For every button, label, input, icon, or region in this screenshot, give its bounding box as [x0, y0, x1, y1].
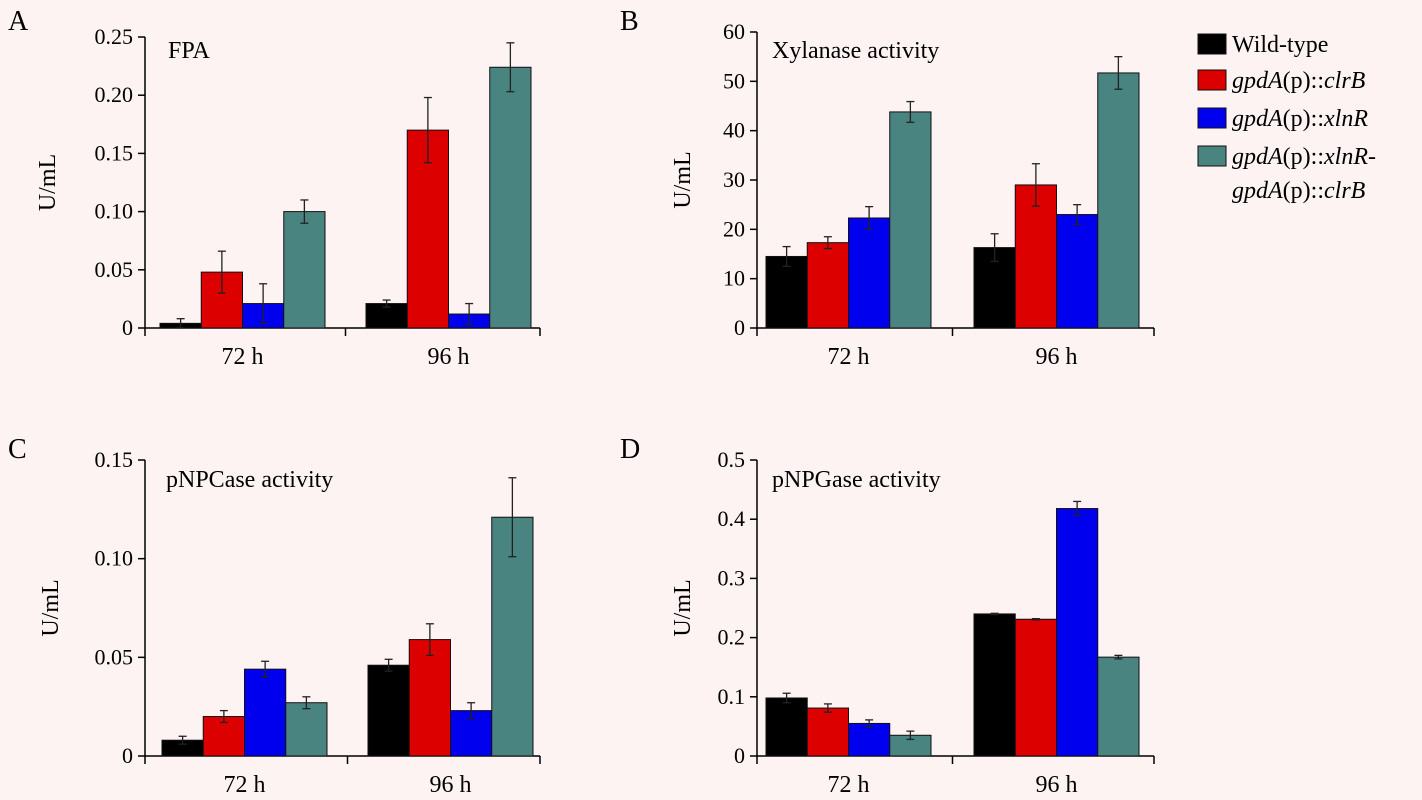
legend-label-part: xlnR — [1323, 144, 1368, 170]
bar-clrB-96h — [408, 639, 451, 757]
y-tick-label: 0.15 — [95, 140, 134, 165]
bar-xlnR-72h — [848, 722, 891, 757]
y-tick-label: 0.5 — [718, 447, 746, 472]
legend-label-part: gpdA — [1232, 144, 1283, 170]
legend-swatch-clrB — [1197, 69, 1227, 91]
bar-wt-96h — [973, 613, 1016, 757]
y-tick-label: 0.15 — [95, 447, 134, 472]
bar-xlnR-96h — [1056, 214, 1099, 329]
y-tick-label: 0.10 — [95, 199, 134, 224]
x-category-label: 96 h — [428, 344, 470, 370]
x-category-label: 96 h — [1036, 344, 1078, 370]
panel-b: B Xylanase activity U/mL 0 10 20 30 40 50 60 72 h 9… — [620, 6, 1155, 370]
bar-wt-96h — [367, 664, 410, 757]
bar-both-96h — [1097, 656, 1140, 757]
y-tick-label: 0.3 — [718, 565, 746, 590]
bar-both-72h — [285, 702, 328, 757]
legend-label-wt: Wild-type — [1232, 32, 1328, 58]
y-tick-label: 10 — [723, 266, 745, 291]
panel-a: A FPA U/mL 0 0.05 0.10 0.15 0.20 0.25 72 h 96 h — [8, 6, 541, 370]
legend-label-part: (p):: — [1283, 178, 1324, 204]
bar-xlnR-96h — [1056, 508, 1099, 757]
x-category-label: 96 h — [1036, 772, 1078, 798]
y-axis-label: U/mL — [670, 579, 696, 636]
legend-label-part: (p):: — [1283, 68, 1324, 94]
legend: Wild-typegpdA(p)::clrBgpdA(p)::xlnRgpdA(… — [1197, 32, 1376, 204]
legend-label-xlnR: gpdA(p)::xlnR — [1232, 106, 1368, 132]
x-category-label: 72 h — [222, 344, 264, 370]
panel-label: C — [8, 434, 27, 465]
legend-label-both-line2: gpdA(p)::clrB — [1232, 178, 1366, 204]
bar-xlnR-72h — [244, 668, 287, 757]
bar-both-72h — [889, 111, 932, 329]
bar-clrB-96h — [1014, 184, 1057, 329]
chart-title: pNPGase activity — [772, 467, 941, 493]
bar-both-96h — [489, 66, 532, 329]
bar-wt-72h — [765, 255, 808, 329]
bar-both-72h — [283, 211, 326, 329]
y-axis-label: U/mL — [670, 151, 696, 208]
legend-label-part: - — [1368, 144, 1376, 170]
panel-label: A — [8, 6, 29, 37]
x-category-label: 72 h — [828, 772, 870, 798]
legend-swatch-wt — [1197, 33, 1227, 55]
legend-swatch-xlnR — [1197, 107, 1227, 129]
y-tick-label: 60 — [723, 19, 745, 44]
panel-label: D — [620, 434, 640, 465]
chart-title: pNPCase activity — [166, 467, 333, 493]
y-axis-label: U/mL — [35, 154, 61, 211]
bar-wt-72h — [765, 697, 808, 757]
y-tick-label: 50 — [723, 68, 745, 93]
bar-both-96h — [1097, 72, 1140, 329]
y-tick-label: 20 — [723, 216, 745, 241]
chart-title: FPA — [168, 38, 210, 64]
y-tick-label: 0.1 — [718, 684, 746, 709]
x-category-label: 72 h — [224, 772, 266, 798]
y-tick-label: 0.10 — [95, 546, 134, 571]
legend-swatch-both — [1197, 145, 1227, 167]
legend-label-part: Wild-type — [1232, 32, 1328, 58]
legend-label-part: clrB — [1324, 178, 1366, 204]
legend-label-part: (p):: — [1283, 106, 1324, 132]
legend-label-both: gpdA(p)::xlnR- — [1232, 144, 1376, 170]
bar-clrB-96h — [1014, 618, 1057, 757]
bar-clrB-72h — [806, 242, 849, 329]
y-tick-label: 0 — [734, 743, 745, 768]
legend-label-clrB: gpdA(p)::clrB — [1232, 68, 1366, 94]
chart-title: Xylanase activity — [772, 38, 939, 64]
x-category-label: 72 h — [828, 344, 870, 370]
y-tick-label: 0.2 — [718, 625, 746, 650]
panel-label: B — [620, 6, 639, 37]
y-tick-label: 0 — [122, 315, 133, 340]
x-category-label: 96 h — [430, 772, 472, 798]
y-tick-label: 0.4 — [718, 506, 746, 531]
y-axis-label: U/mL — [38, 579, 64, 636]
legend-label-part: (p):: — [1283, 144, 1324, 170]
bar-clrB-72h — [806, 707, 849, 757]
legend-label-part: clrB — [1324, 68, 1366, 94]
y-tick-label: 30 — [723, 167, 745, 192]
legend-label-part: xlnR — [1323, 106, 1368, 132]
legend-label-part: gpdA — [1232, 106, 1283, 132]
y-tick-label: 0 — [734, 315, 745, 340]
y-tick-label: 0 — [122, 743, 133, 768]
legend-label-part: gpdA — [1232, 178, 1283, 204]
legend-label-part: gpdA — [1232, 68, 1283, 94]
y-tick-label: 0.05 — [95, 644, 134, 669]
y-tick-label: 40 — [723, 118, 745, 143]
y-tick-label: 0.05 — [95, 257, 134, 282]
y-tick-label: 0.20 — [95, 82, 134, 107]
bar-xlnR-72h — [848, 217, 891, 329]
y-tick-label: 0.25 — [95, 24, 134, 49]
